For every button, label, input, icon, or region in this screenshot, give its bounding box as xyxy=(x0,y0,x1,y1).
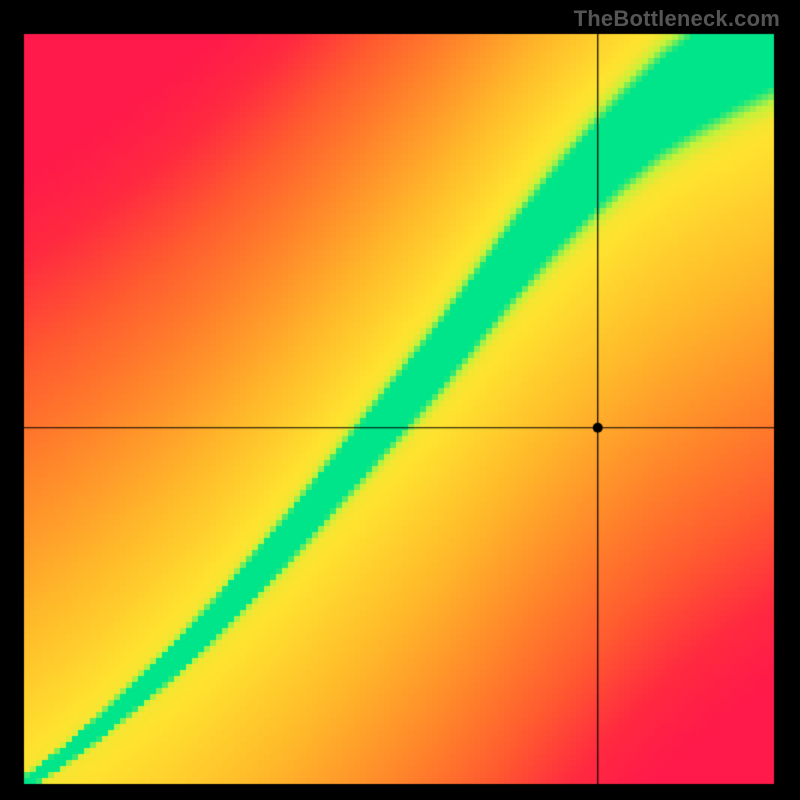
bottleneck-heatmap xyxy=(0,0,800,800)
chart-container: TheBottleneck.com xyxy=(0,0,800,800)
attribution-label: TheBottleneck.com xyxy=(574,6,780,32)
